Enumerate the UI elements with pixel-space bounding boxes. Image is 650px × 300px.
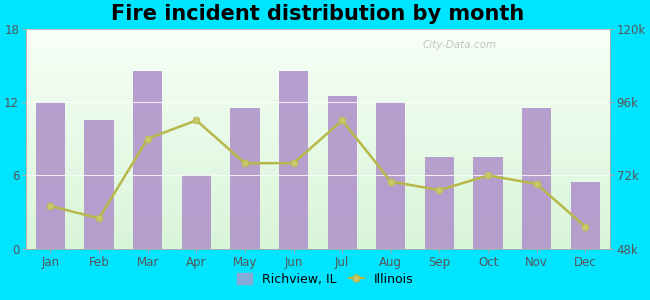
Bar <box>328 96 357 249</box>
Bar <box>376 102 406 249</box>
Bar <box>571 182 600 249</box>
Bar <box>230 108 259 249</box>
Bar <box>133 71 162 249</box>
Bar <box>473 157 502 249</box>
Bar <box>522 108 551 249</box>
Bar <box>36 102 65 249</box>
Bar <box>133 71 162 249</box>
Bar <box>328 96 357 249</box>
Bar <box>376 102 406 249</box>
Bar <box>182 176 211 249</box>
Title: Fire incident distribution by month: Fire incident distribution by month <box>111 4 525 24</box>
Bar <box>522 108 551 249</box>
Bar <box>279 71 308 249</box>
Bar <box>84 120 114 249</box>
Bar <box>571 182 600 249</box>
Bar <box>230 108 259 249</box>
Legend: Richview, IL, Illinois: Richview, IL, Illinois <box>231 268 419 291</box>
Bar <box>279 71 308 249</box>
Bar <box>425 157 454 249</box>
Text: City-Data.com: City-Data.com <box>423 40 497 50</box>
Bar <box>182 176 211 249</box>
Bar <box>84 120 114 249</box>
Bar <box>425 157 454 249</box>
Bar <box>36 102 65 249</box>
Bar <box>473 157 502 249</box>
